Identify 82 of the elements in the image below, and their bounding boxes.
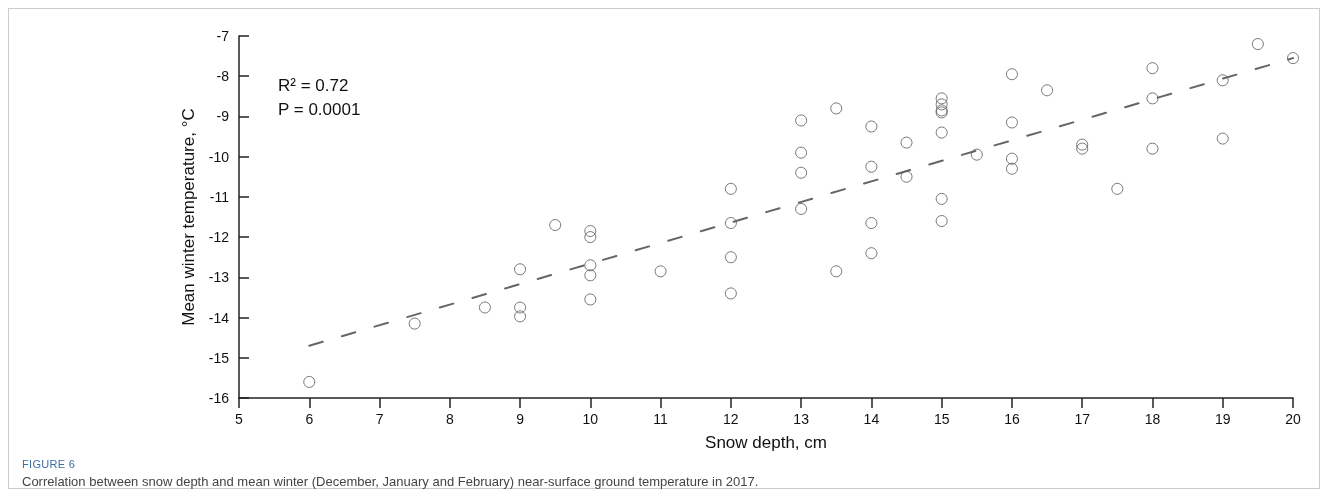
y-tick-label: -10 xyxy=(208,148,230,165)
point xyxy=(1041,84,1054,97)
x-tick-label: 7 xyxy=(375,411,384,427)
x-tick-label: 11 xyxy=(653,411,669,427)
y-tick-label: -11 xyxy=(209,188,230,205)
point xyxy=(514,310,527,323)
point xyxy=(1251,38,1264,51)
y-axis-title: Mean winter temperature, °C xyxy=(179,108,198,326)
y-tick-label: -14 xyxy=(208,309,230,326)
point xyxy=(1111,182,1124,195)
point xyxy=(514,263,527,276)
point xyxy=(654,265,667,278)
point xyxy=(1005,116,1018,129)
annotation: P = 0.0001 xyxy=(278,100,361,119)
caption: FIGURE 6 xyxy=(22,458,76,470)
point xyxy=(584,231,597,244)
point xyxy=(1216,74,1229,87)
text: Correlation between snow depth and mean winter (December, January and February) near-surface ground temperature in 2017. xyxy=(22,474,759,489)
x-tick-label: 6 xyxy=(305,411,314,427)
point xyxy=(935,98,948,111)
point xyxy=(1005,162,1018,175)
point xyxy=(478,301,491,314)
point xyxy=(724,251,737,264)
point xyxy=(1146,92,1159,105)
point xyxy=(1287,52,1299,65)
point xyxy=(935,126,948,139)
point xyxy=(865,247,878,260)
x-tick-label: 19 xyxy=(1214,411,1231,427)
point xyxy=(935,192,948,205)
point xyxy=(514,301,527,314)
y-tick-label: -12 xyxy=(208,229,230,246)
point xyxy=(724,182,737,195)
y-tick-label: -16 xyxy=(208,390,230,406)
x-tick-label: 14 xyxy=(863,411,880,427)
x-tick-label: 20 xyxy=(1285,411,1301,427)
point xyxy=(830,102,843,115)
point xyxy=(900,170,913,183)
y-tick-label: -9 xyxy=(216,108,230,125)
point xyxy=(724,287,737,300)
point xyxy=(935,215,948,228)
point xyxy=(935,92,948,105)
x-tick-label: 9 xyxy=(516,411,525,427)
point xyxy=(970,148,983,161)
x-axis-title: Snow depth, cm xyxy=(705,433,827,452)
point xyxy=(1005,152,1018,165)
x-tick-label: 5 xyxy=(235,411,244,427)
point xyxy=(795,202,808,215)
point xyxy=(408,317,421,330)
x-tick-label: 10 xyxy=(582,411,599,427)
point xyxy=(795,146,808,159)
point xyxy=(549,219,562,232)
point xyxy=(1146,142,1159,155)
point xyxy=(1146,62,1159,75)
point xyxy=(1076,142,1089,155)
x-tick-label: 17 xyxy=(1074,411,1091,427)
point xyxy=(795,114,808,127)
point xyxy=(830,265,843,278)
annotation: R² = 0.72 xyxy=(278,76,349,95)
x-tick-label: 16 xyxy=(1004,411,1020,427)
y-tick-label: -13 xyxy=(208,269,230,286)
point xyxy=(1005,68,1018,81)
point xyxy=(865,120,878,133)
x-tick-label: 18 xyxy=(1144,411,1161,427)
point xyxy=(900,136,913,149)
point xyxy=(795,166,808,179)
point xyxy=(1216,132,1229,145)
point xyxy=(1076,138,1089,151)
x-tick-label: 15 xyxy=(933,411,950,427)
y-tick-label: -7 xyxy=(216,28,230,44)
y-tick-label: -15 xyxy=(208,349,230,366)
point xyxy=(303,375,316,388)
point xyxy=(584,225,597,238)
x-tick-label: 12 xyxy=(723,411,739,427)
x-tick-label: 13 xyxy=(793,411,810,427)
point xyxy=(584,259,597,272)
point xyxy=(584,269,597,282)
point xyxy=(584,293,597,306)
point xyxy=(865,217,878,230)
y-tick-label: -8 xyxy=(216,68,230,85)
point xyxy=(724,217,737,230)
point xyxy=(865,160,878,173)
x-tick-label: 8 xyxy=(445,411,454,427)
